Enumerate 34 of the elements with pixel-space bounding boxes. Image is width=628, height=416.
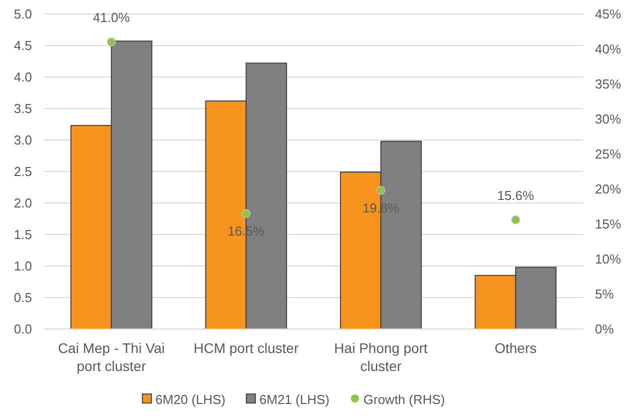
x-tick-label: Hai Phong port cluster bbox=[334, 340, 428, 374]
y-tick-label: 2.5 bbox=[14, 164, 32, 180]
y2-tick-label: 15% bbox=[595, 216, 622, 232]
x-tick-label: HCM port cluster bbox=[194, 340, 299, 356]
y2-tick-label: 35% bbox=[595, 76, 622, 92]
point bbox=[242, 209, 251, 218]
y2-tick-label: 5% bbox=[595, 286, 614, 302]
y-tick-label: 4.0 bbox=[14, 70, 32, 85]
y2-tick-label: 20% bbox=[595, 182, 622, 197]
y2-tick-label: 40% bbox=[595, 42, 622, 57]
y-tick-label: 1.5 bbox=[14, 227, 32, 242]
y-tick-label: 0.0 bbox=[14, 322, 32, 337]
y2-tick-label: 0% bbox=[595, 322, 614, 337]
x-tick-label: Cai Mep - Thi Vai port cluster bbox=[58, 340, 165, 374]
data-label: 15.6% bbox=[497, 188, 534, 203]
y2-tick-label: 10% bbox=[595, 252, 622, 267]
legend-label: 6M20 (LHS) bbox=[155, 392, 226, 407]
y2-tick-label: 30% bbox=[595, 112, 622, 127]
y-tick-label: 0.5 bbox=[14, 290, 32, 306]
y-tick-label: 1.0 bbox=[14, 258, 32, 274]
y-tick-label: 3.0 bbox=[14, 132, 32, 148]
data-label: 41.0% bbox=[92, 10, 130, 25]
y-tick-label: 4.5 bbox=[14, 38, 32, 54]
point bbox=[106, 38, 116, 46]
y2-tick-label: 25% bbox=[595, 146, 622, 162]
point bbox=[376, 186, 386, 195]
y-tick-label: 2.0 bbox=[14, 196, 32, 211]
y-tick-label: 5.0 bbox=[14, 6, 32, 22]
y2-tick-label: 45% bbox=[595, 6, 622, 22]
y-tick-label: 3.5 bbox=[14, 101, 32, 116]
point bbox=[511, 215, 520, 224]
x-tick-label: Others bbox=[494, 340, 537, 356]
legend-label: Growth (RHS) bbox=[363, 392, 446, 407]
legend-label: 6M21 (LHS) bbox=[259, 392, 330, 407]
